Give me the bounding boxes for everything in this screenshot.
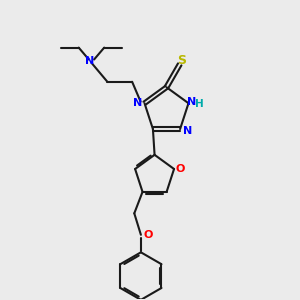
Text: N: N <box>183 126 192 136</box>
Text: N: N <box>133 98 142 108</box>
Text: O: O <box>143 230 153 240</box>
Text: S: S <box>177 54 186 67</box>
Text: H: H <box>195 99 203 109</box>
Text: N: N <box>85 56 94 66</box>
Text: O: O <box>176 164 185 174</box>
Text: N: N <box>187 97 196 106</box>
